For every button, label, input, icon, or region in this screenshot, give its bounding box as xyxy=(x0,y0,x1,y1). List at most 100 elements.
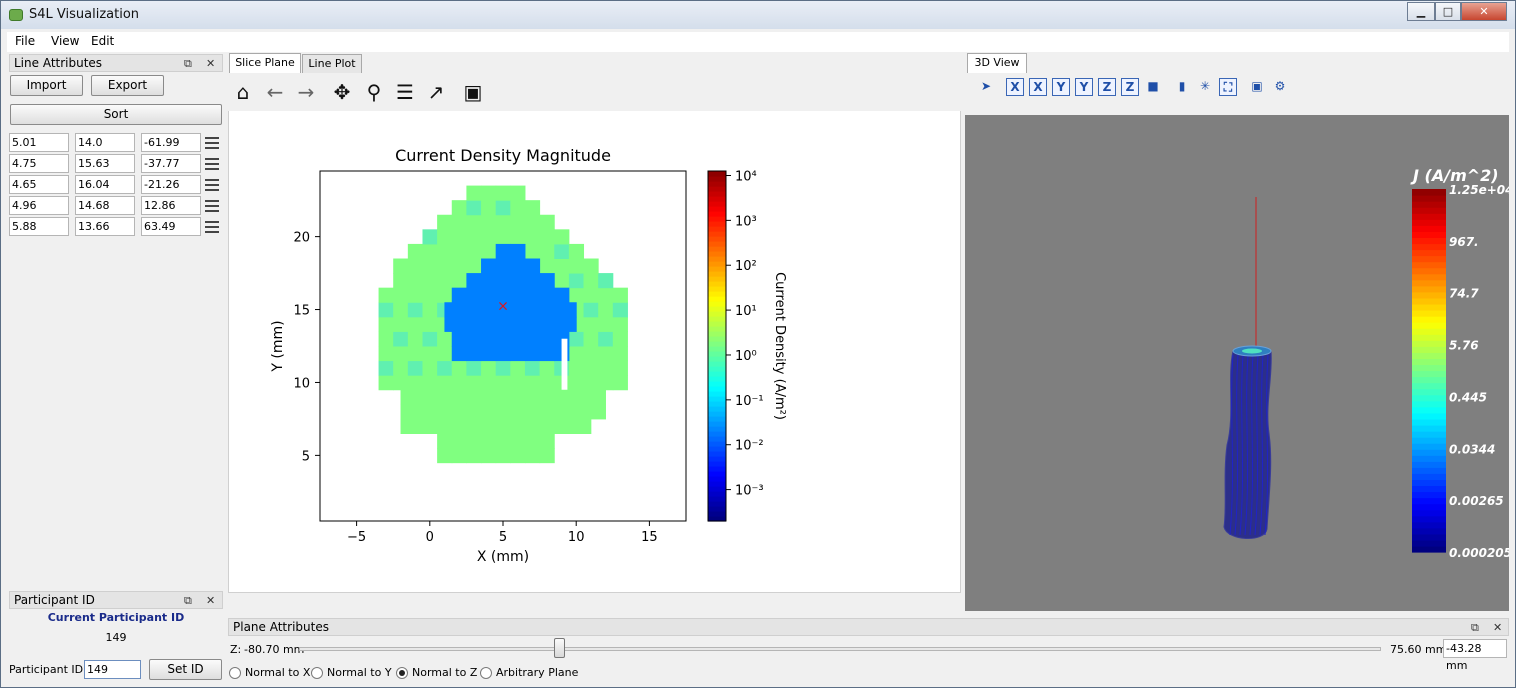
heatmap-cell xyxy=(400,389,416,405)
line-y-field[interactable]: 15.63 xyxy=(75,154,135,173)
line-x-field[interactable]: 4.96 xyxy=(9,196,69,215)
view-z-minus-icon[interactable]: Z xyxy=(1121,78,1139,96)
line-z-field[interactable]: 12.86 xyxy=(141,196,201,215)
line-z-field[interactable]: 63.49 xyxy=(141,217,201,236)
heatmap-cell xyxy=(451,273,467,289)
edit-axis-icon[interactable]: ↗ xyxy=(427,80,445,104)
line-x-field[interactable]: 5.88 xyxy=(9,217,69,236)
heatmap-cell xyxy=(451,375,467,391)
settings-icon[interactable]: ⚙ xyxy=(1274,79,1286,93)
axes-icon[interactable]: ✳ xyxy=(1199,79,1211,93)
drag-handle-icon[interactable] xyxy=(205,221,219,233)
pan-icon[interactable]: ✥ xyxy=(333,80,351,104)
view3d-colorbar-segment xyxy=(1412,533,1446,541)
view-x-plus-icon[interactable]: X xyxy=(1006,78,1024,96)
line-y-field[interactable]: 14.68 xyxy=(75,196,135,215)
save-icon[interactable]: ▣ xyxy=(463,80,483,104)
heatmap-cell xyxy=(473,418,489,434)
view3d-colorbar-segment xyxy=(1412,424,1446,432)
heatmap-cell xyxy=(407,360,423,376)
home-icon[interactable]: ⌂ xyxy=(236,80,250,104)
drag-handle-icon[interactable] xyxy=(205,179,219,191)
colorbar-segment xyxy=(708,421,726,427)
save-icon[interactable]: ▣ xyxy=(1251,79,1263,93)
fit-view-icon[interactable]: ⛶ xyxy=(1219,78,1237,96)
radio-normal-to-x[interactable] xyxy=(229,667,241,679)
plane-value-input[interactable]: -43.28 mm xyxy=(1443,639,1507,672)
tab-line-plot[interactable]: Line Plot xyxy=(302,54,362,74)
line-z-field[interactable]: -61.99 xyxy=(141,133,201,152)
view3d-colorbar-segment xyxy=(1412,291,1446,299)
float-icon[interactable]: ⧉ xyxy=(184,57,192,70)
close-button[interactable]: ✕ xyxy=(1461,2,1507,21)
view-y-plus-icon[interactable]: Y xyxy=(1052,78,1070,96)
heatmap-cell xyxy=(495,185,511,201)
line-x-field[interactable]: 5.01 xyxy=(9,133,69,152)
forward-arrow-icon[interactable]: → xyxy=(297,80,315,104)
participant-id-input[interactable]: 149 xyxy=(84,660,141,679)
colorbar-segment xyxy=(708,321,726,327)
view-x-minus-icon[interactable]: X xyxy=(1029,78,1047,96)
menu-edit[interactable]: Edit xyxy=(91,34,115,48)
maximize-icon: □ xyxy=(1442,5,1454,18)
heatmap-cell xyxy=(539,346,555,362)
heatmap-figure[interactable]: Current Density Magnitude −5 0 5 10 15 5 10 15 20… xyxy=(228,111,961,593)
drag-handle-icon[interactable] xyxy=(205,137,219,149)
close-icon[interactable]: ✕ xyxy=(206,594,216,607)
radio-arbitrary-plane[interactable] xyxy=(480,667,492,679)
heatmap-cell xyxy=(561,389,577,405)
cube-icon[interactable]: ■ xyxy=(1147,79,1159,93)
view3d-colorbar-segment xyxy=(1412,231,1446,238)
tab-slice-plane[interactable]: Slice Plane xyxy=(229,53,301,73)
heatmap-cell xyxy=(539,214,555,230)
view3d-colorbar-segment xyxy=(1412,431,1446,438)
radio-normal-to-z[interactable] xyxy=(396,667,408,679)
close-icon[interactable]: ✕ xyxy=(1493,621,1503,634)
x-tick-label: 0 xyxy=(426,530,434,545)
colorbar-segment xyxy=(708,341,726,347)
float-icon[interactable]: ⧉ xyxy=(1471,621,1479,634)
view3d-colorbar-label: 1.25e+04 xyxy=(1449,183,1509,197)
tab-3d-view[interactable]: 3D View xyxy=(967,53,1027,73)
slice-icon[interactable]: ▮ xyxy=(1178,79,1186,93)
menu-bar: File View Edit xyxy=(7,32,1509,52)
back-arrow-icon[interactable]: ← xyxy=(266,80,284,104)
float-icon[interactable]: ⧉ xyxy=(184,594,192,607)
line-z-field[interactable]: -21.26 xyxy=(141,175,201,194)
import-button[interactable]: Import xyxy=(10,75,83,96)
probe-marker: × xyxy=(497,299,509,315)
maximize-button[interactable]: □ xyxy=(1435,2,1461,21)
view3d-colorbar-segment xyxy=(1412,249,1446,257)
minimize-button[interactable]: ▁ xyxy=(1407,2,1435,21)
radio-normal-to-y[interactable] xyxy=(311,667,323,679)
line-y-field[interactable]: 14.0 xyxy=(75,133,135,152)
heatmap-cell xyxy=(510,273,526,289)
sort-button[interactable]: Sort xyxy=(10,104,222,125)
set-id-button[interactable]: Set ID xyxy=(149,659,222,680)
view-z-plus-icon[interactable]: Z xyxy=(1098,78,1116,96)
heatmap-cell xyxy=(393,331,409,347)
drag-handle-icon[interactable] xyxy=(205,158,219,170)
line-x-field[interactable]: 4.65 xyxy=(9,175,69,194)
plane-slider-track[interactable] xyxy=(299,647,1381,651)
select-icon[interactable]: ➤ xyxy=(980,79,992,93)
plane-slider-handle[interactable] xyxy=(553,638,565,658)
heatmap-cell xyxy=(546,418,563,434)
configure-subplots-icon[interactable]: ☰ xyxy=(396,80,414,104)
view-y-minus-icon[interactable]: Y xyxy=(1075,78,1093,96)
zoom-icon[interactable]: ⚲ xyxy=(366,80,382,104)
line-z-field[interactable]: -37.77 xyxy=(141,154,201,173)
x-tick-label: 5 xyxy=(499,530,507,545)
export-button[interactable]: Export xyxy=(91,75,164,96)
close-icon[interactable]: ✕ xyxy=(206,57,216,70)
colorbar-frame xyxy=(707,170,727,522)
line-y-field[interactable]: 13.66 xyxy=(75,217,135,236)
heatmap-cell xyxy=(532,418,548,434)
line-y-field[interactable]: 16.04 xyxy=(75,175,135,194)
heatmap-cell xyxy=(451,229,467,245)
colorbar-segment xyxy=(708,501,726,507)
menu-view[interactable]: View xyxy=(51,34,80,48)
line-x-field[interactable]: 4.75 xyxy=(9,154,69,173)
menu-file[interactable]: File xyxy=(15,34,36,48)
drag-handle-icon[interactable] xyxy=(205,200,219,212)
